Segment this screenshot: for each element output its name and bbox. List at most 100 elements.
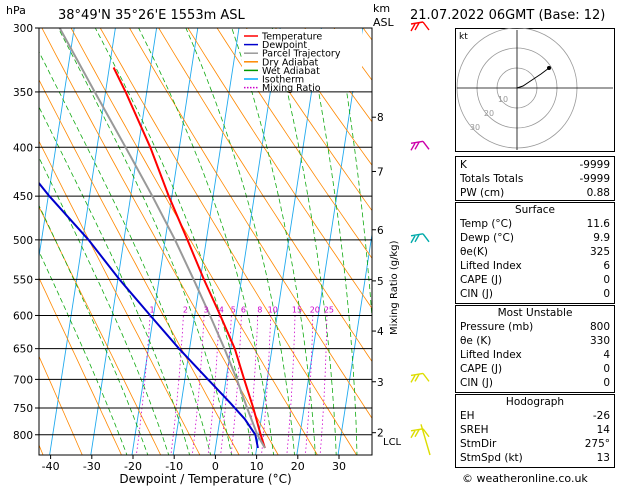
mixing-ratio-tick-label: 15 xyxy=(292,305,302,314)
mixing-ratio-tick-label: 1 xyxy=(150,305,155,314)
pressure-tick-label: 700 xyxy=(13,374,33,386)
isotherm-line xyxy=(0,0,37,465)
hodograph-trace xyxy=(516,67,550,89)
wind-barb xyxy=(410,140,430,151)
series-parcel-trajectory xyxy=(58,28,266,449)
km-tick-label: 8 xyxy=(377,112,384,124)
dry-adiabat-line xyxy=(39,140,201,455)
dry-adiabat-line xyxy=(399,0,455,465)
mixing-ratio-tick-label: 20 xyxy=(310,305,320,314)
table-row: StmDir 275° xyxy=(456,437,614,451)
series-dewpoint xyxy=(39,181,259,449)
dry-adiabat-line xyxy=(129,28,372,420)
temperature-tick-label: 0 xyxy=(212,460,219,473)
row-label: StmDir xyxy=(460,438,497,450)
mixing-ratio-line xyxy=(191,315,205,455)
pressure-tick-label: 750 xyxy=(13,403,33,415)
pressure-tick-label: 350 xyxy=(13,87,33,99)
wet-adiabat-line xyxy=(94,28,254,455)
dry-adiabat-line xyxy=(39,276,122,455)
row-label: Totals Totals xyxy=(460,173,524,185)
dry-adiabat-line xyxy=(216,28,372,259)
mixing-ratio-line xyxy=(261,315,272,455)
temperature-tick-label: -10 xyxy=(165,460,183,473)
row-label: PW (cm) xyxy=(460,187,505,199)
legend-entry: Dewpoint xyxy=(262,40,307,51)
most-unstable-title: Most Unstable xyxy=(497,307,573,319)
pressure-tick-label: 500 xyxy=(13,235,33,247)
asl-label: ASL xyxy=(373,16,394,29)
row-value: -9999 xyxy=(579,173,610,185)
mixing-ratio-line xyxy=(247,315,259,455)
table-row: Dewp (°C) 9.9 xyxy=(456,231,614,245)
table-row: CIN (J) 0 xyxy=(456,287,614,301)
row-value: 13 xyxy=(596,452,610,464)
row-value: 0 xyxy=(603,274,610,286)
mixing-ratio-tick-label: 8 xyxy=(257,305,262,314)
pressure-tick-label: 800 xyxy=(13,430,33,442)
mixing-ratio-tick-label: 5 xyxy=(231,305,236,314)
wet-adiabat-line xyxy=(57,28,233,455)
isotherm-line xyxy=(172,28,240,455)
km-label: km xyxy=(373,2,391,15)
hodograph-end-point xyxy=(547,66,551,70)
most-unstable-panel: Most Unstable Pressure (mb) 800 θe (K) 330 L… xyxy=(455,305,615,393)
wind-barb xyxy=(410,21,430,32)
row-label: θe (K) xyxy=(460,335,492,347)
dry-adiabat-line xyxy=(275,28,372,166)
surface-title: Surface xyxy=(514,204,555,216)
wet-adiabat-line xyxy=(271,28,337,455)
row-value: 9.9 xyxy=(593,232,610,244)
row-label: Lifted Index xyxy=(460,349,522,361)
dry-adiabat-line xyxy=(39,206,162,455)
row-value: 0.88 xyxy=(586,187,610,199)
row-label: Lifted Index xyxy=(460,260,522,272)
row-label: CIN (J) xyxy=(460,377,493,389)
hodograph-table-title: Hodograph xyxy=(505,396,565,408)
table-row: PW (cm) 0.88 xyxy=(456,186,614,200)
row-value: 325 xyxy=(589,246,610,258)
temperature-tick-label: 20 xyxy=(291,460,305,473)
mixing-ratio-tick-label: 25 xyxy=(324,305,334,314)
hodograph-ring-label: 20 xyxy=(484,109,494,118)
wet-adiabat-line xyxy=(39,106,191,455)
km-tick-label: 6 xyxy=(377,225,384,237)
row-label: K xyxy=(460,159,467,171)
legend-background xyxy=(242,29,362,91)
mixing-ratio-tick-label: 10 xyxy=(268,305,278,314)
isotherm-line xyxy=(39,28,75,260)
legend-entry: Dry Adiabat xyxy=(262,57,319,68)
row-label: StmSpd (kt) xyxy=(460,452,523,464)
temperature-tick-label: -30 xyxy=(83,460,101,473)
dry-adiabat-line xyxy=(39,79,240,455)
series-temperature xyxy=(112,67,266,449)
mixing-ratio-line xyxy=(170,315,184,455)
hodograph-ring-label: 10 xyxy=(498,95,508,104)
row-label: EH xyxy=(460,410,475,422)
mixing-ratio-line xyxy=(286,315,296,455)
table-row: θe(K) 325 xyxy=(456,245,614,259)
row-label: CIN (J) xyxy=(460,288,493,300)
datetime-label: 21.07.2022 06GMT (Base: 12) xyxy=(410,8,606,23)
km-tick-label: 3 xyxy=(377,377,384,389)
table-row: CAPE (J) 0 xyxy=(456,273,614,287)
legend-entry: Mixing Ratio xyxy=(262,83,321,94)
km-tick-label: 7 xyxy=(377,166,384,178)
wet-adiabat-line xyxy=(336,28,372,324)
dry-adiabat-line xyxy=(187,28,372,310)
row-label: Pressure (mb) xyxy=(460,321,534,333)
mixing-ratio-line xyxy=(220,315,232,455)
credit-label: © weatheronline.co.uk xyxy=(462,472,588,485)
wind-barb xyxy=(410,428,430,439)
temperature-tick-label: -40 xyxy=(42,460,60,473)
mixing-ratio-tick-label: 3 xyxy=(204,305,209,314)
wet-adiabat-line xyxy=(39,156,170,455)
hodograph-frame xyxy=(455,28,615,152)
row-label: θe(K) xyxy=(460,246,488,258)
km-tick-label: 4 xyxy=(377,326,384,338)
mixing-ratio-tick-label: 2 xyxy=(183,305,188,314)
row-value: 330 xyxy=(589,335,610,347)
temperature-tick-label: -20 xyxy=(124,460,142,473)
plot-area xyxy=(0,0,455,465)
wind-barb xyxy=(410,372,430,383)
